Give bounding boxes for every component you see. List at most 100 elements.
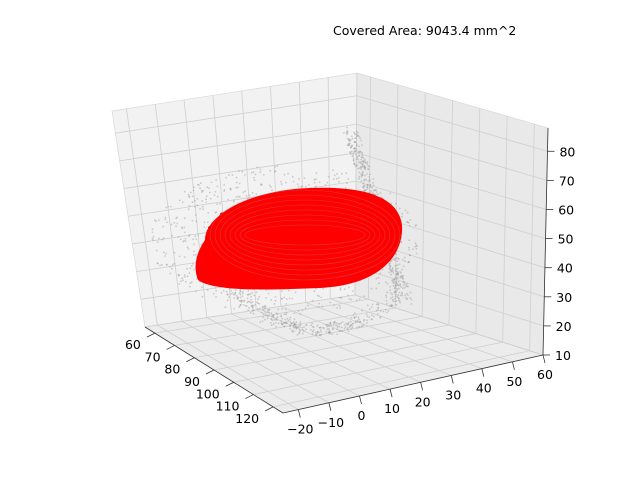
covered-point <box>356 246 361 251</box>
covered-point <box>296 267 302 272</box>
reference-point <box>409 219 412 221</box>
reference-point <box>274 166 276 168</box>
reference-point <box>223 189 226 191</box>
reference-point <box>178 255 181 258</box>
covered-point <box>367 262 372 267</box>
reference-point <box>355 164 358 167</box>
reference-point <box>374 189 377 192</box>
reference-point <box>250 305 253 307</box>
reference-point <box>312 329 315 332</box>
reference-point <box>410 303 413 305</box>
reference-point <box>274 296 277 298</box>
reference-point <box>395 281 398 284</box>
reference-point <box>152 235 155 238</box>
reference-point <box>389 292 392 294</box>
reference-point <box>348 138 350 141</box>
reference-point <box>379 309 382 312</box>
reference-point <box>348 286 350 289</box>
reference-point <box>183 256 186 258</box>
reference-point <box>399 283 401 286</box>
reference-point <box>201 295 204 298</box>
reference-point <box>175 225 177 228</box>
reference-point <box>391 258 394 261</box>
reference-point <box>395 253 397 256</box>
reference-point <box>352 322 355 325</box>
covered-point <box>372 216 377 221</box>
reference-point <box>247 289 250 292</box>
covered-point <box>336 225 341 230</box>
covered-point <box>238 253 243 258</box>
reference-point <box>304 307 307 310</box>
reference-point <box>358 175 361 178</box>
z-gridline <box>123 152 547 210</box>
x-tick-mark <box>205 369 215 375</box>
reference-point <box>367 168 369 171</box>
reference-point <box>354 320 357 323</box>
reference-point <box>268 309 270 312</box>
reference-point <box>366 304 369 307</box>
reference-point <box>361 164 364 167</box>
reference-point <box>362 160 365 162</box>
reference-point <box>324 184 327 186</box>
reference-point <box>366 186 368 189</box>
reference-point <box>272 316 275 319</box>
reference-point <box>243 299 246 302</box>
reference-point <box>364 168 367 171</box>
covered-point <box>256 232 261 237</box>
reference-point <box>244 174 246 176</box>
reference-point <box>401 291 403 294</box>
reference-point <box>189 282 192 284</box>
reference-point <box>361 163 364 166</box>
reference-point <box>353 317 356 319</box>
reference-point <box>401 215 403 218</box>
x-tick-mark <box>225 381 234 387</box>
reference-point <box>271 315 273 317</box>
reference-point <box>291 175 294 178</box>
reference-point <box>352 152 355 155</box>
reference-point <box>358 135 360 138</box>
reference-point <box>371 314 373 316</box>
reference-point <box>355 130 358 133</box>
reference-point <box>408 224 411 227</box>
z-axis-ticks: 10 20 30 40 50 60 70 80 <box>543 144 575 363</box>
covered-point <box>338 261 343 266</box>
covered-point <box>331 212 337 217</box>
reference-point <box>351 137 354 140</box>
reference-point <box>182 240 185 243</box>
reference-point <box>258 295 261 298</box>
covered-point <box>294 217 299 222</box>
reference-point <box>273 171 276 173</box>
reference-point <box>390 270 393 273</box>
covered-point <box>387 247 393 252</box>
reference-point <box>261 320 264 323</box>
reference-point <box>393 291 396 294</box>
y-tick-mark <box>297 409 301 418</box>
reference-point <box>283 325 285 328</box>
reference-point <box>332 178 335 181</box>
reference-point <box>400 276 403 278</box>
reference-point <box>281 323 284 326</box>
covered-point <box>238 248 244 253</box>
reference-point <box>394 265 397 267</box>
reference-point <box>377 307 380 309</box>
y-tick-label: 50 <box>506 374 522 389</box>
reference-point <box>401 275 403 278</box>
covered-point <box>358 233 364 239</box>
reference-point <box>169 265 171 268</box>
reference-point <box>293 323 296 326</box>
reference-point <box>388 305 391 307</box>
reference-point <box>261 306 264 309</box>
covered-point <box>377 237 382 242</box>
covered-point <box>270 232 275 238</box>
reference-point <box>358 320 361 323</box>
reference-point <box>269 322 272 324</box>
reference-point <box>333 304 335 307</box>
reference-point <box>325 331 327 333</box>
reference-point <box>348 140 351 143</box>
reference-point <box>371 192 374 195</box>
reference-point <box>369 185 372 188</box>
reference-point <box>395 281 398 283</box>
reference-point <box>345 131 348 134</box>
reference-point <box>361 324 364 327</box>
reference-point <box>397 283 399 286</box>
